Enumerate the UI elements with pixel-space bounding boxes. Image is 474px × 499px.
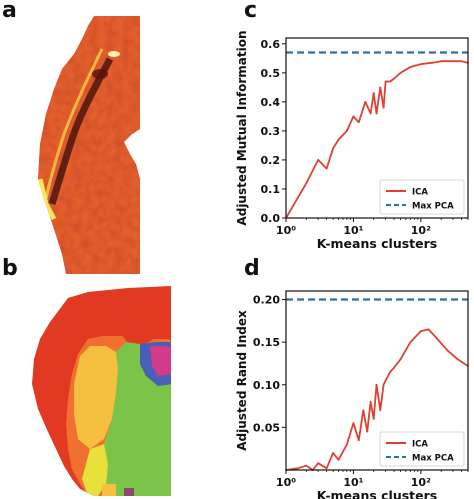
- data-point-ica: [372, 92, 375, 95]
- data-point-ica: [332, 147, 335, 150]
- brain-heatmap-image: [38, 16, 140, 274]
- legend-label: Max PCA: [412, 202, 454, 212]
- legend-label: ICA: [412, 188, 428, 198]
- y-tick-label: 0.3: [261, 125, 281, 138]
- brain-segmentation-image: [32, 286, 171, 496]
- data-point-ica: [389, 80, 392, 83]
- x-axis-label: K-means clusters: [317, 236, 438, 251]
- data-point-ica: [345, 130, 348, 132]
- panel-letter-d: d: [244, 256, 260, 281]
- panel-letter-c: c: [244, 0, 258, 23]
- legend-box: [379, 179, 465, 215]
- data-point-ica: [440, 60, 443, 63]
- data-point-ica: [325, 167, 328, 170]
- y-tick-label: 0.1: [261, 183, 281, 196]
- data-point-ica: [364, 100, 367, 103]
- data-point-ica: [379, 86, 382, 89]
- panel-letter-b: b: [2, 256, 18, 281]
- data-point-ica: [337, 138, 340, 141]
- data-point-ica: [460, 60, 463, 63]
- y-tick-label: 0.2: [261, 154, 281, 167]
- data-point-ica: [296, 196, 299, 199]
- data-point-ica: [317, 159, 320, 161]
- data-point-ica: [375, 112, 378, 115]
- x-tick-label: 10⁰: [276, 224, 296, 237]
- data-point-ica: [399, 71, 402, 74]
- y-tick-label: 0.0: [261, 212, 281, 225]
- x-tick-label: 10²: [411, 224, 431, 237]
- data-point-ica: [305, 182, 308, 185]
- data-point-ica: [409, 66, 412, 68]
- data-point-ica: [431, 61, 434, 64]
- y-tick-label: 0.6: [261, 38, 281, 51]
- data-point-ica: [369, 112, 372, 115]
- y-axis-label: Adjusted Mutual Information: [235, 30, 249, 225]
- data-point-ica: [357, 121, 360, 124]
- data-point-ica: [382, 106, 385, 109]
- y-tick-label: 0.5: [261, 67, 281, 80]
- data-point-ica: [452, 60, 454, 63]
- x-tick-label: 10¹: [343, 224, 363, 237]
- y-tick-label: 0.4: [261, 96, 281, 109]
- data-point-ica: [352, 115, 355, 118]
- plot-frame: [285, 37, 469, 219]
- panel-letter-a: a: [2, 0, 17, 23]
- data-point-ica: [384, 80, 387, 83]
- data-point-ica: [393, 77, 395, 80]
- data-point-ica: [419, 63, 422, 66]
